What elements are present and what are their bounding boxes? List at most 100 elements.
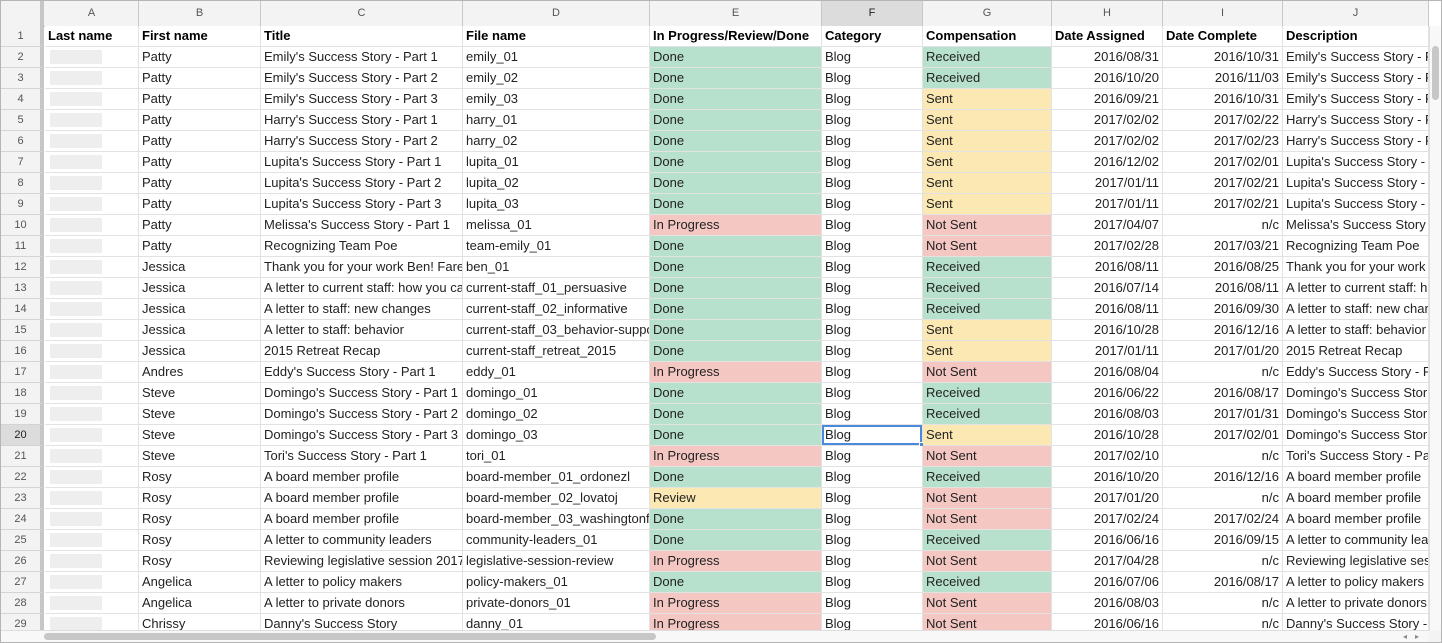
comp-cell[interactable]: Received	[923, 530, 1052, 551]
file-cell[interactable]: domingo_01	[463, 383, 650, 404]
cat-cell[interactable]: Blog	[822, 131, 923, 152]
horizontal-scrollbar[interactable]: ◂ ▸	[1, 630, 1429, 642]
complete-cell[interactable]: n/c	[1163, 593, 1283, 614]
file-cell[interactable]: domingo_03	[463, 425, 650, 446]
status-cell[interactable]: Done	[650, 467, 822, 488]
assigned-cell[interactable]: 2017/04/28	[1052, 551, 1163, 572]
title-cell[interactable]: A letter to policy makers	[261, 572, 463, 593]
desc-cell[interactable]: Emily's Success Story - P	[1283, 47, 1429, 68]
row-number[interactable]: 28	[1, 593, 44, 614]
row-number[interactable]: 12	[1, 257, 44, 278]
last-cell[interactable]	[45, 68, 139, 89]
vertical-scroll-thumb[interactable]	[1432, 46, 1439, 100]
last-cell[interactable]	[45, 614, 139, 630]
file-cell[interactable]: board-member_01_ordonezl	[463, 467, 650, 488]
desc-cell[interactable]: Recognizing Team Poe	[1283, 236, 1429, 257]
last-cell[interactable]	[45, 404, 139, 425]
row-number[interactable]: 14	[1, 299, 44, 320]
last-cell[interactable]	[45, 509, 139, 530]
first-cell[interactable]: Jessica	[139, 341, 261, 362]
assigned-cell[interactable]: 2016/08/03	[1052, 593, 1163, 614]
desc-cell[interactable]: A letter to current staff: h	[1283, 278, 1429, 299]
row-number[interactable]: 10	[1, 215, 44, 236]
desc-cell[interactable]: Harry's Success Story - P	[1283, 131, 1429, 152]
row-number[interactable]: 8	[1, 173, 44, 194]
comp-cell[interactable]: Received	[923, 467, 1052, 488]
column-header-e[interactable]: E	[650, 1, 822, 26]
last-cell[interactable]	[45, 194, 139, 215]
assigned-cell[interactable]: 2016/09/21	[1052, 89, 1163, 110]
complete-cell[interactable]: 2016/08/17	[1163, 572, 1283, 593]
cat-cell[interactable]: Blog	[822, 509, 923, 530]
title-cell[interactable]: Emily's Success Story - Part 3	[261, 89, 463, 110]
file-cell[interactable]: current-staff_03_behavior-suppo	[463, 320, 650, 341]
file-cell[interactable]: tori_01	[463, 446, 650, 467]
cat-cell[interactable]: Blog	[822, 215, 923, 236]
title-cell[interactable]: Tori's Success Story - Part 1	[261, 446, 463, 467]
first-cell[interactable]: Rosy	[139, 488, 261, 509]
file-cell[interactable]: lupita_03	[463, 194, 650, 215]
status-cell[interactable]: Done	[650, 68, 822, 89]
complete-cell[interactable]: n/c	[1163, 488, 1283, 509]
row-number[interactable]: 3	[1, 68, 44, 89]
file-cell[interactable]: community-leaders_01	[463, 530, 650, 551]
complete-cell[interactable]: 2016/08/17	[1163, 383, 1283, 404]
title-cell[interactable]: Domingo's Success Story - Part 3	[261, 425, 463, 446]
header-cell[interactable]: In Progress/Review/Done	[650, 26, 822, 47]
desc-cell[interactable]: A letter to staff: behavior	[1283, 320, 1429, 341]
cat-cell[interactable]: Blog	[822, 173, 923, 194]
first-cell[interactable]: Angelica	[139, 572, 261, 593]
desc-cell[interactable]: A board member profile	[1283, 488, 1429, 509]
title-cell[interactable]: Reviewing legislative session 2017	[261, 551, 463, 572]
file-cell[interactable]: private-donors_01	[463, 593, 650, 614]
comp-cell[interactable]: Received	[923, 257, 1052, 278]
last-cell[interactable]	[45, 320, 139, 341]
row-number[interactable]: 19	[1, 404, 44, 425]
first-cell[interactable]: Steve	[139, 446, 261, 467]
column-header-j[interactable]: J	[1283, 1, 1429, 26]
header-cell[interactable]: First name	[139, 26, 261, 47]
desc-cell[interactable]: A letter to staff: new char	[1283, 299, 1429, 320]
first-cell[interactable]: Jessica	[139, 257, 261, 278]
column-header-d[interactable]: D	[463, 1, 650, 26]
desc-cell[interactable]: Thank you for your work	[1283, 257, 1429, 278]
last-cell[interactable]	[45, 572, 139, 593]
comp-cell[interactable]: Received	[923, 572, 1052, 593]
status-cell[interactable]: Done	[650, 257, 822, 278]
row-number[interactable]: 2	[1, 47, 44, 68]
complete-cell[interactable]: 2016/08/25	[1163, 257, 1283, 278]
title-cell[interactable]: A letter to current staff: how you ca	[261, 278, 463, 299]
column-header-c[interactable]: C	[261, 1, 463, 26]
title-cell[interactable]: Domingo's Success Story - Part 2	[261, 404, 463, 425]
last-cell[interactable]	[45, 488, 139, 509]
assigned-cell[interactable]: 2017/01/11	[1052, 341, 1163, 362]
row-number[interactable]: 23	[1, 488, 44, 509]
cat-cell[interactable]: Blog	[822, 320, 923, 341]
row-number[interactable]: 16	[1, 341, 44, 362]
assigned-cell[interactable]: 2016/07/06	[1052, 572, 1163, 593]
first-cell[interactable]: Patty	[139, 236, 261, 257]
comp-cell[interactable]: Sent	[923, 152, 1052, 173]
cat-cell[interactable]: Blog	[822, 68, 923, 89]
status-cell[interactable]: Review	[650, 488, 822, 509]
assigned-cell[interactable]: 2017/02/02	[1052, 131, 1163, 152]
comp-cell[interactable]: Sent	[923, 131, 1052, 152]
file-cell[interactable]: melissa_01	[463, 215, 650, 236]
first-cell[interactable]: Patty	[139, 173, 261, 194]
comp-cell[interactable]: Received	[923, 47, 1052, 68]
assigned-cell[interactable]: 2016/10/28	[1052, 425, 1163, 446]
complete-cell[interactable]: 2017/02/23	[1163, 131, 1283, 152]
complete-cell[interactable]: 2017/02/24	[1163, 509, 1283, 530]
complete-cell[interactable]: n/c	[1163, 362, 1283, 383]
cat-cell[interactable]: Blog	[822, 110, 923, 131]
assigned-cell[interactable]: 2016/06/16	[1052, 614, 1163, 630]
desc-cell[interactable]: A board member profile	[1283, 509, 1429, 530]
desc-cell[interactable]: Eddy's Success Story - P	[1283, 362, 1429, 383]
file-cell[interactable]: ben_01	[463, 257, 650, 278]
status-cell[interactable]: In Progress	[650, 446, 822, 467]
row-number[interactable]: 9	[1, 194, 44, 215]
last-cell[interactable]	[45, 446, 139, 467]
file-cell[interactable]: lupita_02	[463, 173, 650, 194]
first-cell[interactable]: Rosy	[139, 467, 261, 488]
assigned-cell[interactable]: 2016/07/14	[1052, 278, 1163, 299]
